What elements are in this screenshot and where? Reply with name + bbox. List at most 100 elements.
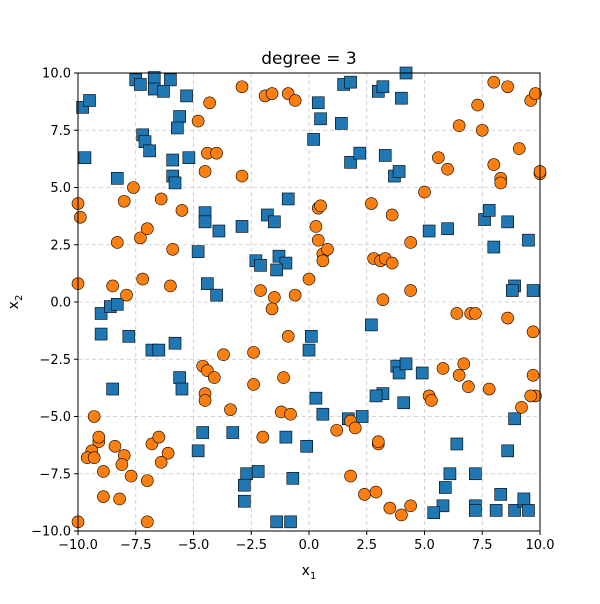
circle-point	[311, 233, 325, 247]
circle-point	[358, 488, 371, 501]
circle-point	[309, 220, 323, 233]
circle-point	[106, 279, 119, 293]
x-tick-label: 5.0	[414, 538, 435, 553]
circle-point	[524, 389, 538, 403]
square-point	[201, 277, 214, 290]
axis-ticks: −10.0 −7.5 −5.0 −2.5 0.0 2.5 5.0 7.5 10.0 −10.0 −7…	[31, 67, 554, 554]
square-point	[443, 467, 457, 481]
square-point	[286, 472, 300, 485]
square-point	[395, 91, 408, 105]
square-point	[238, 478, 251, 492]
square-point	[110, 297, 124, 311]
square-point	[171, 121, 184, 135]
circle-point	[369, 485, 383, 499]
square-point	[122, 330, 136, 343]
circle-point	[87, 451, 101, 465]
square-point	[281, 192, 295, 206]
square-point	[369, 389, 383, 403]
square-point	[284, 515, 297, 529]
circle-point	[141, 474, 154, 487]
x-tick-label: 10.0	[526, 538, 555, 553]
circle-point	[404, 499, 417, 513]
square-point	[180, 89, 193, 103]
x-tick-label: −5.0	[178, 538, 210, 553]
square-point	[522, 504, 535, 517]
square-point	[235, 220, 249, 233]
circle-point	[330, 423, 344, 437]
circle-point	[141, 222, 154, 236]
circle-point	[501, 311, 514, 325]
circle-point	[207, 371, 221, 384]
square-point	[522, 233, 535, 247]
circle-point	[87, 410, 101, 423]
square-point	[344, 75, 357, 89]
square-point	[438, 481, 452, 494]
circle-point	[235, 169, 249, 183]
circle-point	[404, 284, 417, 297]
square-point	[311, 96, 325, 110]
circle-point	[154, 192, 168, 206]
square-point	[526, 284, 540, 297]
x-axis-label: x1	[302, 563, 317, 582]
circle-point	[154, 455, 168, 469]
circle-point	[441, 162, 454, 176]
square-point	[191, 444, 205, 458]
x-tick-label: −10.0	[58, 538, 98, 553]
circle-point	[487, 75, 501, 89]
square-point	[210, 288, 223, 302]
square-point	[226, 426, 240, 439]
circle-point	[161, 446, 175, 460]
circle-point	[432, 151, 445, 165]
square-point	[270, 263, 283, 277]
circle-point	[235, 80, 249, 94]
square-point	[268, 215, 281, 229]
square-point	[376, 80, 390, 94]
circle-point	[247, 378, 260, 391]
square-point	[335, 117, 348, 130]
circle-point	[277, 371, 290, 384]
circle-point	[284, 407, 297, 421]
circle-point	[395, 508, 408, 522]
square-point	[353, 146, 367, 160]
square-point	[240, 467, 253, 481]
circle-point	[450, 307, 464, 320]
square-point	[78, 151, 92, 165]
square-point	[94, 327, 108, 341]
circle-point	[526, 325, 540, 339]
circle-point	[436, 362, 450, 375]
square-point	[309, 391, 323, 405]
circle-point	[268, 291, 281, 304]
circle-point	[344, 469, 357, 483]
y-tick-label: 10.0	[42, 67, 71, 82]
square-point	[168, 176, 182, 190]
square-point	[238, 494, 251, 508]
circle-point	[97, 465, 110, 478]
circle-point	[166, 243, 180, 256]
circle-point	[74, 210, 87, 224]
circle-point	[115, 458, 129, 471]
x-tick-label: −2.5	[235, 538, 267, 553]
circle-point	[265, 302, 279, 316]
circle-point	[117, 194, 131, 208]
circle-point	[134, 231, 147, 245]
circle-point	[124, 469, 138, 483]
circle-point	[501, 80, 514, 94]
square-point	[501, 215, 514, 229]
circle-point	[256, 430, 270, 444]
circle-point	[482, 382, 496, 396]
square-point	[270, 515, 283, 529]
square-point	[482, 204, 496, 217]
circle-point	[515, 401, 528, 414]
square-point	[307, 133, 320, 146]
circle-point	[136, 272, 149, 286]
circle-point	[404, 236, 417, 249]
square-point	[182, 151, 196, 165]
circle-point	[385, 208, 399, 222]
circle-point	[469, 307, 482, 320]
circle-point	[321, 243, 334, 256]
circle-point	[164, 279, 177, 293]
square-point	[489, 504, 503, 517]
circle-point	[191, 114, 205, 128]
circle-point	[141, 515, 154, 529]
